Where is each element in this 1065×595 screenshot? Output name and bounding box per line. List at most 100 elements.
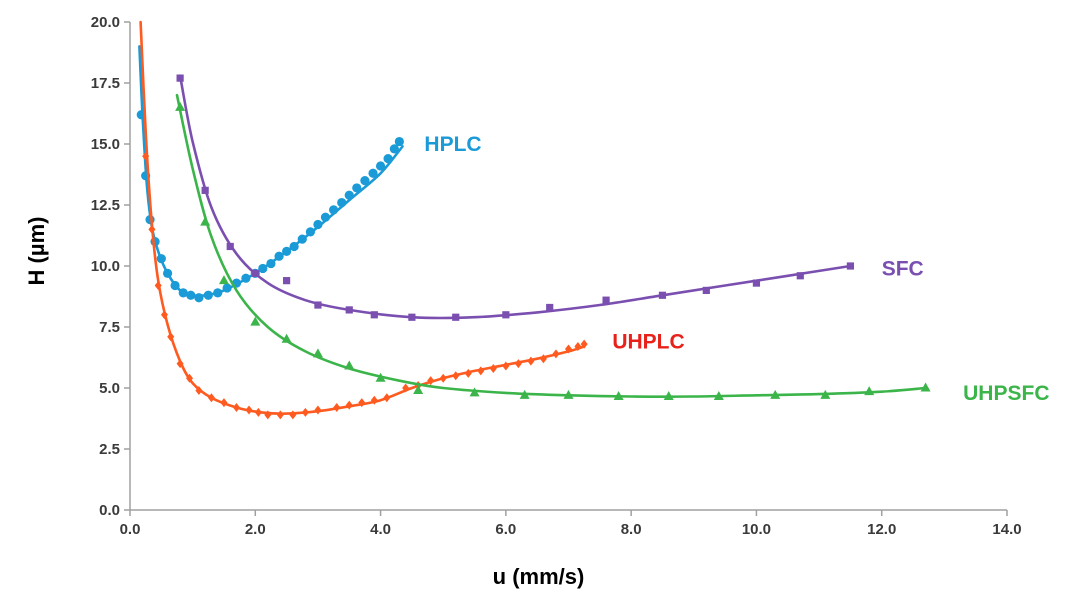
uhplc-data-point: [246, 405, 253, 414]
sfc-data-point: [283, 277, 290, 284]
hplc-data-point: [213, 288, 222, 297]
series-label-sfc: SFC: [882, 257, 924, 280]
uhplc-data-point: [314, 405, 321, 414]
x-tick-label: 8.0: [621, 521, 642, 538]
uhplc-data-point: [383, 393, 390, 402]
x-tick-label: 0.0: [120, 521, 141, 538]
sfc-data-point: [659, 292, 666, 299]
sfc-data-point: [753, 279, 760, 286]
hplc-data-point: [306, 227, 315, 236]
y-tick-label: 17.5: [91, 75, 120, 92]
uhplc-data-point: [477, 366, 484, 375]
hplc-data-point: [352, 183, 361, 192]
sfc-data-point: [602, 297, 609, 304]
hplc-data-point: [171, 281, 180, 290]
series-hplc: [137, 46, 404, 302]
uhplc-data-point: [346, 401, 353, 410]
x-tick-label: 4.0: [370, 521, 391, 538]
uhpsfc-data-point: [344, 361, 354, 370]
uhplc-data-point: [440, 374, 447, 383]
sfc-data-point: [797, 272, 804, 279]
sfc-data-point: [314, 301, 321, 308]
hplc-data-point: [298, 235, 307, 244]
hplc-data-point: [383, 154, 392, 163]
hplc-data-point: [337, 198, 346, 207]
sfc-data-point: [227, 243, 234, 250]
y-tick-label: 10.0: [91, 258, 120, 275]
sfc-data-point: [177, 75, 184, 82]
sfc-fit-line: [180, 76, 850, 318]
hplc-fit-line: [139, 46, 402, 296]
sfc-data-point: [452, 314, 459, 321]
hplc-data-point: [376, 161, 385, 170]
uhplc-data-point: [255, 408, 262, 417]
uhplc-data-point: [220, 398, 227, 407]
uhpsfc-data-point: [200, 217, 210, 226]
uhpsfc-data-point: [864, 386, 874, 395]
uhplc-data-point: [452, 371, 459, 380]
uhpsfc-data-point: [313, 348, 323, 357]
x-tick-label: 2.0: [245, 521, 266, 538]
series-sfc: [177, 75, 854, 321]
hplc-data-point: [241, 274, 250, 283]
hplc-data-point: [368, 169, 377, 178]
hplc-data-point: [258, 264, 267, 273]
uhplc-data-point: [148, 225, 155, 234]
hplc-data-point: [186, 291, 195, 300]
uhplc-data-point: [465, 369, 472, 378]
sfc-data-point: [502, 311, 509, 318]
x-axis-title: u (mm/s): [493, 564, 585, 589]
x-tick-label: 6.0: [495, 521, 516, 538]
x-tick-label: 12.0: [867, 521, 896, 538]
y-axis-ticks: 0.02.55.07.510.012.515.017.520.0: [91, 14, 130, 519]
sfc-data-point: [408, 314, 415, 321]
y-tick-label: 7.5: [99, 319, 120, 336]
hplc-data-point: [266, 259, 275, 268]
uhpsfc-data-point: [921, 383, 931, 392]
y-tick-label: 12.5: [91, 197, 120, 214]
hplc-data-point: [321, 213, 330, 222]
x-axis-ticks: 0.0 2.0 4.0 6.0 8.0 10.0 12.0 14.0: [120, 510, 1022, 538]
y-tick-label: 15.0: [91, 136, 120, 153]
hplc-data-point: [360, 176, 369, 185]
series-label-uhplc: UHPLC: [612, 331, 684, 354]
y-tick-label: 0.0: [99, 502, 120, 519]
uhpsfc-fit-line: [177, 95, 926, 396]
uhplc-data-point: [490, 364, 497, 373]
uhplc-data-point: [233, 403, 240, 412]
sfc-data-point: [546, 304, 553, 311]
sfc-data-point: [371, 311, 378, 318]
series-label-uhpsfc: UHPSFC: [963, 382, 1049, 405]
series-layer: [137, 22, 931, 419]
hplc-data-point: [157, 254, 166, 263]
uhplc-data-point: [277, 410, 284, 419]
x-tick-label: 10.0: [742, 521, 771, 538]
sfc-data-point: [847, 262, 854, 269]
uhplc-data-point: [527, 357, 534, 366]
y-tick-label: 20.0: [91, 14, 120, 31]
uhpsfc-data-point: [175, 102, 185, 111]
y-axis-title: H (µm): [24, 217, 49, 286]
x-tick-label: 14.0: [992, 521, 1021, 538]
hplc-data-point: [345, 191, 354, 200]
uhplc-data-point: [502, 362, 509, 371]
hplc-data-point: [290, 242, 299, 251]
sfc-data-point: [346, 306, 353, 313]
hplc-data-point: [222, 283, 231, 292]
hplc-data-point: [204, 291, 213, 300]
uhplc-data-point: [302, 408, 309, 417]
hplc-data-point: [282, 247, 291, 256]
sfc-data-point: [703, 287, 710, 294]
hplc-data-point: [329, 205, 338, 214]
series-label-hplc: HPLC: [424, 133, 481, 156]
uhplc-data-point: [289, 410, 296, 419]
sfc-data-point: [202, 187, 209, 194]
sfc-data-point: [252, 270, 259, 277]
uhplc-data-point: [552, 349, 559, 358]
uhplc-data-point: [333, 403, 340, 412]
y-tick-label: 2.5: [99, 441, 120, 458]
uhplc-data-point: [515, 359, 522, 368]
uhplc-data-point: [208, 393, 215, 402]
hplc-data-point: [395, 137, 404, 146]
